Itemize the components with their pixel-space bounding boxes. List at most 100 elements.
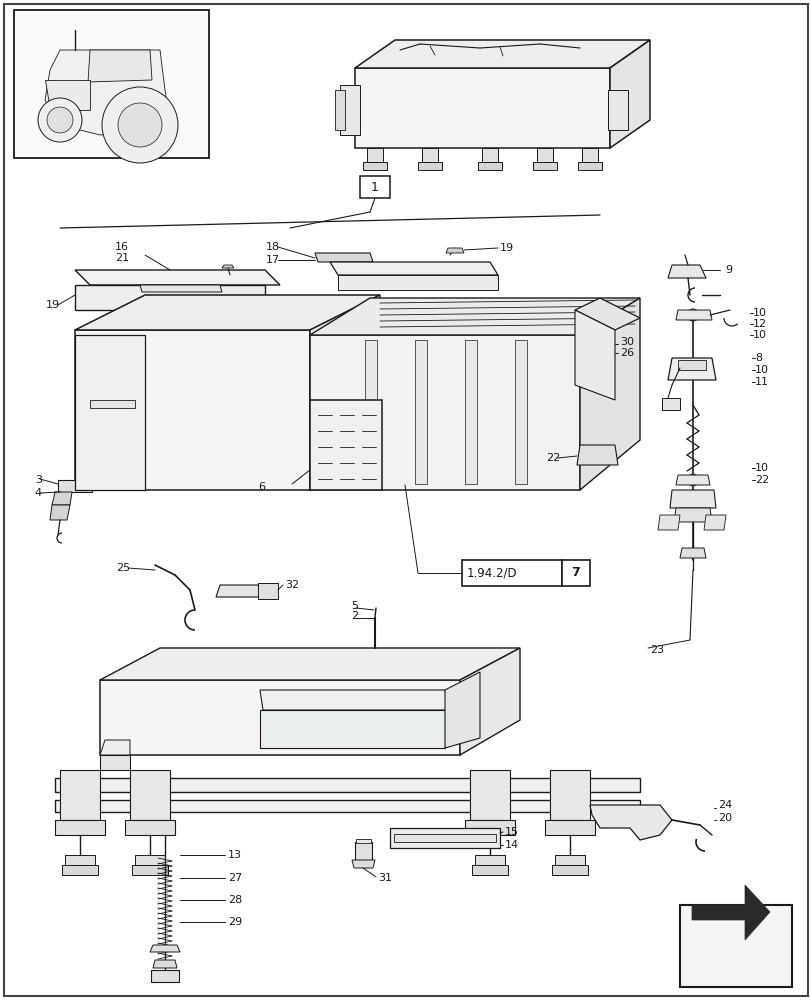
Polygon shape bbox=[691, 885, 769, 940]
Polygon shape bbox=[75, 270, 280, 285]
Polygon shape bbox=[258, 583, 277, 599]
Text: 22: 22 bbox=[545, 453, 560, 463]
Polygon shape bbox=[577, 162, 601, 170]
Circle shape bbox=[427, 833, 436, 843]
Polygon shape bbox=[354, 68, 609, 148]
Circle shape bbox=[417, 265, 423, 271]
Polygon shape bbox=[703, 515, 725, 530]
Text: 4: 4 bbox=[35, 488, 42, 498]
Polygon shape bbox=[544, 820, 594, 835]
Polygon shape bbox=[471, 865, 508, 875]
Polygon shape bbox=[474, 855, 504, 865]
Polygon shape bbox=[679, 548, 705, 558]
Polygon shape bbox=[100, 740, 130, 755]
Circle shape bbox=[264, 585, 276, 597]
Polygon shape bbox=[460, 648, 519, 755]
Bar bbox=[461, 560, 561, 586]
Bar bbox=[561, 560, 590, 586]
Text: 27: 27 bbox=[228, 873, 242, 883]
Circle shape bbox=[102, 87, 178, 163]
Polygon shape bbox=[579, 298, 639, 490]
Circle shape bbox=[446, 833, 457, 843]
Text: 15: 15 bbox=[504, 827, 518, 837]
Text: 29: 29 bbox=[228, 917, 242, 927]
Polygon shape bbox=[52, 492, 72, 505]
Polygon shape bbox=[532, 162, 556, 170]
Circle shape bbox=[405, 833, 414, 843]
Polygon shape bbox=[55, 820, 105, 835]
Polygon shape bbox=[55, 800, 639, 812]
Polygon shape bbox=[50, 505, 70, 520]
Text: 25: 25 bbox=[116, 563, 130, 573]
Polygon shape bbox=[676, 310, 711, 320]
Polygon shape bbox=[132, 865, 168, 875]
Text: 21: 21 bbox=[115, 253, 129, 263]
Text: 17: 17 bbox=[265, 255, 280, 265]
Polygon shape bbox=[310, 400, 381, 490]
Polygon shape bbox=[58, 480, 92, 492]
Text: 14: 14 bbox=[504, 840, 518, 850]
Polygon shape bbox=[657, 515, 679, 530]
Polygon shape bbox=[590, 805, 672, 840]
Text: 11: 11 bbox=[754, 377, 768, 387]
Circle shape bbox=[686, 474, 698, 486]
Polygon shape bbox=[310, 298, 639, 335]
Polygon shape bbox=[130, 770, 169, 820]
Polygon shape bbox=[536, 148, 552, 162]
Text: 10: 10 bbox=[754, 463, 768, 473]
Polygon shape bbox=[55, 778, 639, 792]
Polygon shape bbox=[216, 585, 262, 597]
Polygon shape bbox=[351, 860, 375, 868]
Polygon shape bbox=[355, 839, 371, 843]
Polygon shape bbox=[90, 400, 135, 408]
Text: 31: 31 bbox=[378, 873, 392, 883]
Text: 19: 19 bbox=[500, 243, 513, 253]
Circle shape bbox=[176, 479, 184, 487]
Circle shape bbox=[466, 833, 476, 843]
Polygon shape bbox=[389, 828, 500, 848]
Text: 23: 23 bbox=[649, 645, 663, 655]
Polygon shape bbox=[135, 855, 165, 865]
Text: 9: 9 bbox=[724, 265, 732, 275]
Text: 6: 6 bbox=[258, 482, 264, 492]
Polygon shape bbox=[75, 295, 380, 330]
Text: 13: 13 bbox=[228, 850, 242, 860]
Polygon shape bbox=[667, 358, 715, 380]
Polygon shape bbox=[354, 40, 649, 68]
Polygon shape bbox=[75, 330, 310, 490]
Text: 12: 12 bbox=[752, 319, 766, 329]
Polygon shape bbox=[260, 690, 448, 710]
Text: 18: 18 bbox=[265, 242, 280, 252]
Polygon shape bbox=[676, 475, 709, 485]
Polygon shape bbox=[444, 672, 479, 748]
Polygon shape bbox=[100, 648, 519, 680]
Circle shape bbox=[476, 265, 483, 271]
Polygon shape bbox=[310, 295, 380, 435]
Text: 7: 7 bbox=[571, 566, 580, 580]
Text: 20: 20 bbox=[717, 813, 732, 823]
Polygon shape bbox=[554, 855, 584, 865]
Bar bbox=[359, 176, 389, 198]
Polygon shape bbox=[75, 335, 145, 490]
Circle shape bbox=[346, 265, 353, 271]
Polygon shape bbox=[75, 285, 264, 310]
Polygon shape bbox=[609, 40, 649, 148]
Text: 28: 28 bbox=[228, 895, 242, 905]
Text: 22: 22 bbox=[754, 475, 768, 485]
Polygon shape bbox=[65, 855, 95, 865]
Polygon shape bbox=[337, 275, 497, 290]
Circle shape bbox=[71, 482, 79, 490]
Polygon shape bbox=[367, 148, 383, 162]
Polygon shape bbox=[139, 285, 221, 292]
Circle shape bbox=[686, 309, 698, 321]
Polygon shape bbox=[354, 842, 371, 860]
Polygon shape bbox=[514, 340, 526, 484]
Polygon shape bbox=[549, 770, 590, 820]
Polygon shape bbox=[100, 755, 130, 770]
Polygon shape bbox=[393, 834, 496, 842]
Polygon shape bbox=[551, 865, 587, 875]
Circle shape bbox=[38, 98, 82, 142]
Polygon shape bbox=[315, 253, 372, 262]
Polygon shape bbox=[310, 335, 579, 490]
Polygon shape bbox=[100, 680, 460, 755]
